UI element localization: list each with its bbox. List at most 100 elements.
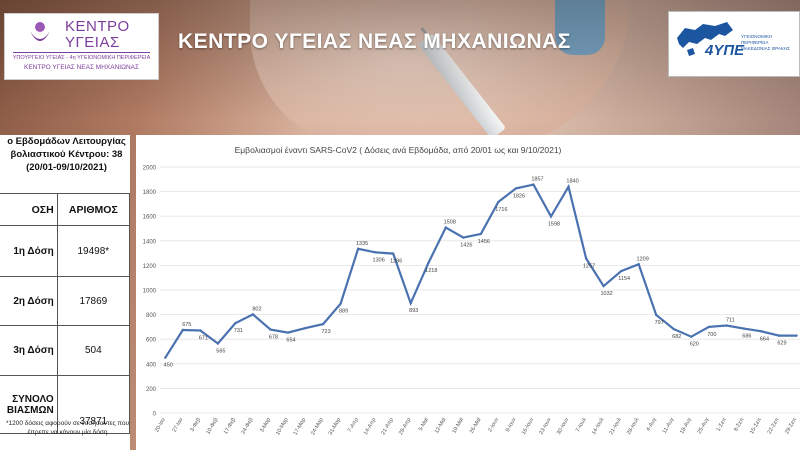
- x-tick-label: 24-Μαρ: [310, 417, 325, 436]
- series-line: [164, 183, 797, 359]
- chart-grid: [160, 166, 800, 414]
- data-label: 1257: [583, 263, 595, 269]
- x-tick-label: 30-Ιουν: [556, 417, 570, 436]
- health-center-logo: ΚΕΝΤΡΟ ΥΓΕΙΑΣ ΥΠΟΥΡΓΕΙΟ ΥΓΕΙΑΣ - 4η ΥΓΕΙ…: [4, 13, 159, 80]
- logo-name-line2: ΥΓΕΙΑΣ: [65, 34, 120, 51]
- table-header-row: ΟΣΗ ΑΡΙΘΜΟΣ: [0, 193, 131, 226]
- x-tick-label: 8-Σεπ: [733, 417, 746, 433]
- data-point: [462, 236, 465, 239]
- table-row: 2η Δόση 17869: [0, 276, 131, 326]
- data-label: 1306: [373, 257, 385, 263]
- x-tick-label: 10-Μαρ: [275, 417, 290, 436]
- x-tick-label: 27-Ιαν: [172, 417, 185, 434]
- dose-stats-panel: ο Εβδομάδων Λειτουργίας βολιαστικού Κέντ…: [0, 135, 133, 450]
- x-tick-label: 7-Απρ: [347, 417, 360, 433]
- data-point: [655, 313, 658, 317]
- total-label-line1: ΣΥΝΟΛΟ: [12, 393, 54, 405]
- regional-authority-logo: 4ΥΠΕ ΥΓΕΙΟΝΟΜΙΚΗ ΠΕΡΙΦΕΡΕΙΑ ΜΑΚΕΔΟΝΙΑΣ Θ…: [668, 11, 800, 77]
- x-tick-label: 24-Φεβ: [240, 417, 254, 436]
- dose-value: 17869: [56, 276, 131, 326]
- x-tick-label: 15-Σεπ: [749, 417, 763, 435]
- x-tick-label: 21-Ιουλ: [609, 417, 623, 436]
- dose-value: 19498*: [56, 225, 131, 277]
- logo-name: ΚΕΝΤΡΟ ΥΓΕΙΑΣ: [65, 19, 130, 51]
- logo-name-line1: ΚΕΝΤΡΟ: [65, 18, 130, 35]
- data-label: 797: [655, 320, 664, 326]
- y-tick-label: 800: [146, 313, 157, 319]
- x-tick-label: 5-Μαϊ: [418, 416, 431, 432]
- data-label: 802: [252, 306, 261, 312]
- dose-label: 3η Δόση: [0, 325, 58, 376]
- logo-rule: [13, 52, 150, 53]
- ype-mark: 4ΥΠΕ: [705, 42, 745, 59]
- x-tick-label: 26-Μαϊ: [469, 416, 483, 434]
- column-count: ΑΡΙΘΜΟΣ: [56, 193, 131, 226]
- x-tick-label: 16-Ιουν: [521, 417, 535, 436]
- x-tick-label: 22-Σεπ: [767, 417, 781, 435]
- data-label: 893: [409, 308, 418, 314]
- regional-authority-text: ΥΓΕΙΟΝΟΜΙΚΗ ΠΕΡΙΦΕΡΕΙΑ ΜΑΚΕΔΟΝΙΑΣ ΘΡΑΚΗΣ: [741, 34, 790, 51]
- dose-label: 1η Δόση: [0, 225, 58, 277]
- logo-subtitle-1: ΥΠΟΥΡΓΕΙΟ ΥΓΕΙΑΣ - 4η ΥΓΕΙΟΝΟΜΙΚΗ ΠΕΡΙΦΕ…: [12, 55, 151, 61]
- x-tick-label: 21-Απρ: [380, 417, 394, 436]
- data-label: 1154: [618, 276, 630, 282]
- data-label: 1716: [495, 207, 507, 213]
- data-point: [479, 232, 483, 236]
- data-point: [760, 330, 763, 333]
- table-total-row: ΣΥΝΟΛΟ ΒΙΑΣΜΩΝ 37871: [0, 375, 131, 434]
- stats-heading-line1: ο Εβδομάδων Λειτουργίας: [7, 136, 126, 147]
- data-label: 1598: [548, 221, 560, 227]
- x-tick-label: 31-Μαρ: [328, 417, 343, 436]
- data-label: 620: [690, 342, 699, 348]
- x-tick-label: 28-Απρ: [398, 417, 412, 436]
- weekly-doses-chart: Εμβολιασμοί έναντι SARS-CoV2 ( Δόσεις αν…: [136, 135, 800, 450]
- data-label: 675: [182, 322, 191, 328]
- data-point: [181, 328, 184, 332]
- x-tick-label: 19-Μαϊ: [451, 416, 465, 434]
- data-point: [567, 185, 570, 188]
- data-label: 1209: [637, 256, 649, 262]
- data-label: 1508: [444, 220, 456, 226]
- data-label: 654: [286, 338, 295, 344]
- x-tick-label: 18-Αυγ: [679, 417, 693, 435]
- y-tick-label: 1000: [143, 289, 157, 295]
- data-point: [164, 356, 167, 359]
- data-point: [356, 247, 360, 250]
- x-tick-label: 3-Φεβ: [189, 417, 202, 433]
- glove-graphic: [555, 0, 605, 55]
- footnote-line2: έπρεπε να κάνουν μία δόση: [27, 429, 108, 436]
- y-tick-label: 200: [146, 387, 157, 393]
- y-tick-label: 1200: [143, 264, 157, 270]
- data-point: [637, 263, 640, 266]
- data-point: [234, 321, 237, 325]
- data-point: [427, 261, 430, 265]
- dose-table: ΟΣΗ ΑΡΙΘΜΟΣ 1η Δόση 19498* 2η Δόση 17869…: [0, 193, 131, 434]
- stats-heading: ο Εβδομάδων Λειτουργίας βολιαστικού Κέντ…: [0, 135, 133, 174]
- x-tick-label: 2-Ιουν: [487, 417, 500, 433]
- x-tick-label: 28-Ιουλ: [626, 417, 640, 436]
- x-tick-label: 10-Φεβ: [205, 417, 219, 436]
- x-axis-ticks: 20-Ιαν 27-Ιαν 3-Φεβ 10-Φεβ 17-Φεβ 24-Φεβ 3-Μαρ…: [154, 416, 798, 436]
- x-tick-label: 14-Ιουλ: [591, 417, 605, 436]
- data-point: [725, 324, 728, 327]
- data-point: [339, 302, 342, 305]
- health-center-logo-icon: [30, 22, 50, 41]
- dose-value: 504: [56, 325, 131, 376]
- data-point: [444, 226, 448, 229]
- data-label: 682: [672, 334, 681, 340]
- data-point: [690, 335, 693, 338]
- data-point: [742, 327, 746, 330]
- x-tick-label: 17-Μαρ: [293, 417, 308, 436]
- data-label: 1456: [478, 239, 490, 245]
- data-label: 723: [321, 329, 330, 335]
- data-label: 1826: [513, 193, 525, 199]
- data-point: [497, 200, 500, 204]
- x-tick-label: 7-Ιουλ: [575, 417, 588, 433]
- data-label: 1426: [460, 243, 472, 249]
- data-point: [777, 334, 781, 337]
- table-row: 1η Δόση 19498*: [0, 225, 131, 277]
- y-tick-label: 0: [153, 412, 157, 418]
- data-point: [304, 326, 307, 330]
- data-label: 664: [760, 336, 769, 342]
- data-label: 678: [269, 335, 278, 341]
